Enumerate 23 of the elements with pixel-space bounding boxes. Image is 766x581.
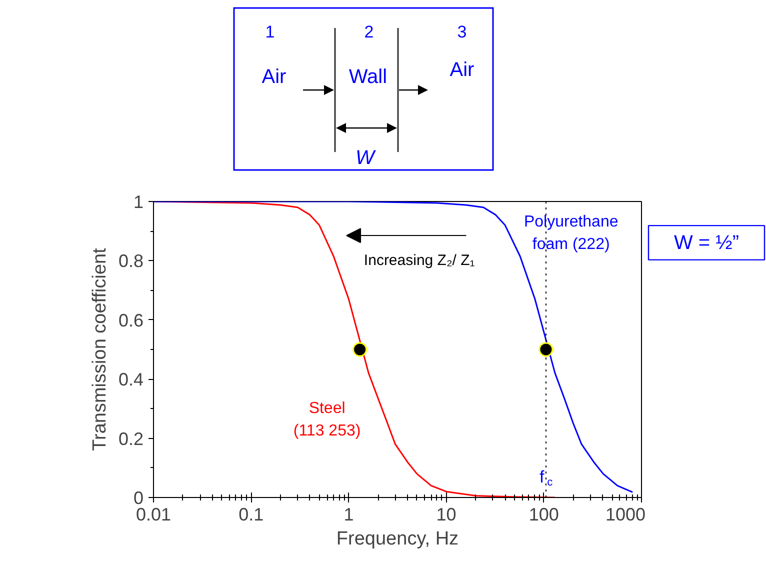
annotation: Increasing Z₂/ Z₁ (364, 252, 475, 270)
y-tick-label: 0.4 (118, 370, 144, 390)
text: 1 (265, 22, 275, 42)
text: Wall (348, 66, 388, 88)
text: W = ½” (674, 232, 740, 254)
text: Air (262, 66, 287, 88)
series-label: Polyurethane foam (222) (524, 214, 618, 253)
y-axis-title: Transmission coefficient (89, 247, 110, 451)
x-tick-label: 100 (528, 504, 559, 524)
y-tick-label: 1 (133, 192, 144, 212)
text: W (356, 147, 377, 169)
y-tick-label: 0.8 (118, 251, 144, 272)
text: 3 (457, 22, 467, 42)
x-tick-label: 1000 (605, 504, 646, 524)
series-label: Steel (113 253) (293, 400, 361, 440)
x-tick-label: 10 (436, 504, 456, 524)
x-axis-title: Frequency, Hz (336, 528, 459, 550)
text: 2 (364, 22, 374, 42)
y-tick-label: 0.2 (118, 428, 144, 449)
y-tick-label: 0.6 (118, 310, 144, 330)
x-tick-label: 1 (344, 504, 354, 524)
x-tick-label: 0.1 (238, 504, 264, 524)
text: Air (450, 59, 475, 81)
